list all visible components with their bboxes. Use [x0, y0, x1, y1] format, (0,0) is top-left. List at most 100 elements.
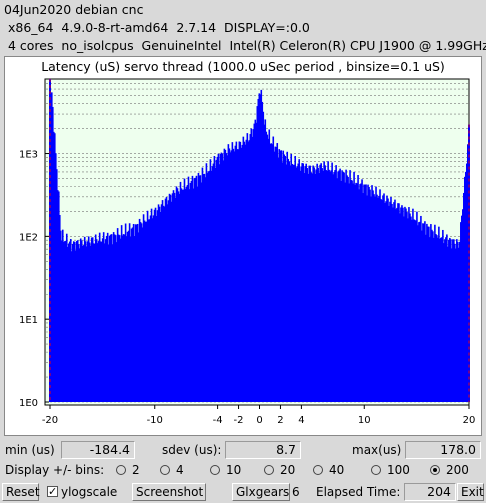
histogram-bar [224, 149, 227, 402]
histogram-bar [159, 211, 162, 402]
histogram-bar [130, 228, 133, 402]
histogram-bar [193, 178, 196, 402]
histogram-bar [229, 152, 232, 402]
histogram-bar [402, 207, 404, 402]
reset-button[interactable]: Reset [2, 483, 40, 501]
histogram-bar [439, 238, 441, 402]
bins-row: Display +/- bins: 2 4 10 20 40 100 200 [0, 461, 486, 481]
histogram-bar [149, 215, 152, 402]
histogram-bar [369, 189, 371, 402]
histogram-bar [91, 237, 94, 402]
radio-circle-icon [313, 465, 323, 475]
bins-option-100[interactable]: 100 [371, 463, 410, 477]
histogram-bar [344, 182, 346, 402]
histogram-bar [131, 227, 134, 402]
bins-option-4[interactable]: 4 [160, 463, 184, 477]
ylogscale-label[interactable]: ylogscale [61, 485, 118, 499]
histogram-bar [377, 197, 379, 402]
histogram-bar [80, 240, 83, 402]
histogram-bar [157, 204, 160, 402]
histogram-bar [438, 226, 440, 402]
histogram-bar [53, 133, 56, 403]
exit-button[interactable]: Exit [457, 483, 484, 501]
histogram-bar [283, 154, 286, 402]
histogram-bar [350, 179, 352, 402]
histogram-bar [295, 167, 298, 402]
bins-option-label: 40 [329, 463, 345, 477]
histogram-bar [310, 172, 312, 402]
bins-option-20[interactable]: 20 [264, 463, 295, 477]
bins-option-2[interactable]: 2 [116, 463, 140, 477]
histogram-bar [166, 204, 169, 402]
histogram-bar [78, 248, 81, 402]
histogram-bar [335, 165, 337, 402]
bins-option-10[interactable]: 10 [210, 463, 241, 477]
histogram-bar [345, 169, 347, 402]
histogram-bar [180, 188, 183, 402]
histogram-bar [110, 234, 113, 402]
histogram-bar [370, 196, 372, 402]
histogram-bar [314, 173, 316, 402]
histogram-bar [201, 167, 204, 402]
x-tick-label: 2 [277, 415, 283, 426]
histogram-bar [170, 201, 173, 402]
histogram-bar [146, 210, 149, 402]
histogram-bar [175, 186, 178, 402]
histogram-bar [277, 157, 280, 402]
max-value-field: 178.0 [405, 441, 481, 459]
histogram-bar [405, 208, 407, 402]
histogram-bar [55, 169, 58, 402]
histogram-bar [303, 173, 305, 402]
radio-circle-icon [264, 465, 274, 475]
histogram-bar [448, 239, 450, 402]
histogram-bar [349, 170, 351, 402]
histogram-bar [282, 150, 285, 402]
histogram-bar [451, 248, 453, 402]
histogram-bar [319, 164, 321, 402]
histogram-bar [329, 171, 331, 402]
histogram-bar [249, 134, 252, 402]
x-axis-ticks: -20 -10 -4 -2 0 2 4 10 20 [42, 405, 475, 426]
histogram-bar [178, 193, 181, 402]
y-tick-label: 1E2 [19, 232, 38, 243]
histogram-bar [456, 239, 458, 402]
histogram-bar [205, 163, 208, 402]
histogram-bar [93, 243, 96, 402]
radio-circle-icon [210, 465, 220, 475]
histogram-bar [133, 236, 136, 402]
histogram-bar [347, 176, 349, 402]
histogram-bar [191, 175, 194, 402]
histogram-bar [434, 224, 436, 402]
cpu-info-line: 4 cores no_isolcpus GenuineIntel Intel(R… [4, 38, 486, 53]
histogram-bar [346, 175, 348, 402]
histogram-bar [280, 150, 283, 402]
bins-option-40[interactable]: 40 [313, 463, 344, 477]
histogram-bar [378, 195, 380, 402]
histogram-bar [389, 201, 391, 402]
ylogscale-checkbox[interactable]: ✓ [47, 485, 58, 498]
histogram-bar [381, 200, 383, 402]
histogram-bar [272, 136, 275, 403]
histogram-frame: Latency (uS) servo thread (1000.0 uSec p… [4, 56, 482, 436]
histogram-bar [105, 235, 108, 402]
histogram-bar [194, 177, 197, 402]
histogram-bar [197, 172, 200, 402]
histogram-bar [373, 194, 375, 402]
histogram-bar [299, 170, 302, 402]
histogram-bar [203, 173, 206, 402]
max-label: max(us) [352, 443, 402, 457]
histogram-bar [391, 203, 393, 402]
histogram-bar [388, 205, 390, 402]
histogram-bar [267, 138, 270, 403]
glxgears-button[interactable]: Glxgears [232, 483, 290, 501]
histogram-bar [452, 239, 454, 402]
histogram-bar [450, 239, 452, 402]
histogram-bar [232, 148, 235, 402]
histogram-bar [61, 229, 64, 402]
screenshot-button[interactable]: Screenshot [132, 483, 206, 501]
histogram-bar [342, 172, 344, 402]
histogram-bar [96, 243, 99, 402]
bins-option-200[interactable]: 200 [430, 463, 469, 477]
histogram-bar [445, 237, 447, 402]
histogram-bar [216, 156, 219, 402]
